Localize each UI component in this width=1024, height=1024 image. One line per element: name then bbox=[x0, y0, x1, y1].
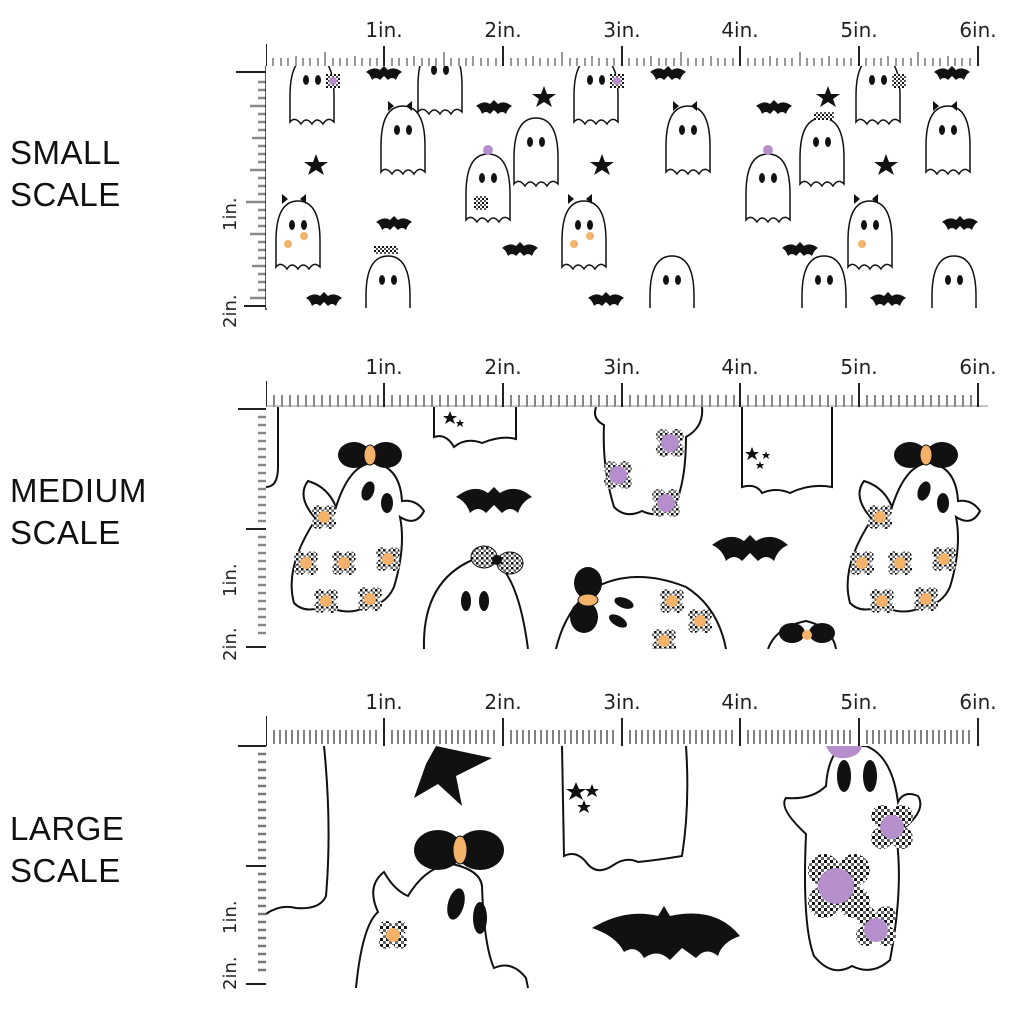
horizontal-ruler: 1in. 2in. 3in. 4in. 5in. 6in. bbox=[266, 18, 997, 66]
ghost-figure bbox=[290, 442, 426, 613]
ruler-ticks bbox=[266, 44, 979, 66]
ruler-label-5in: 5in. bbox=[840, 18, 878, 42]
ruler-label-4in: 4in. bbox=[721, 355, 759, 379]
flower-icon bbox=[808, 854, 870, 918]
ruler-label-5in: 5in. bbox=[840, 355, 878, 379]
bat-figure bbox=[712, 535, 788, 561]
ghost-pattern-large bbox=[266, 746, 922, 988]
ghost-figure bbox=[561, 746, 689, 872]
ruler-label-4in: 4in. bbox=[721, 690, 759, 714]
small-scale-panel: 1in. 2in. 3in. 4in. 5in. 6in. 1in. 2in. bbox=[220, 18, 997, 328]
ghost-figure bbox=[355, 830, 529, 988]
medium-scale-panel: 1in. 2in. 3in. 4in. 5in. 6in. 1in. 2in. bbox=[220, 355, 997, 661]
ruler-label-3in: 3in. bbox=[603, 690, 641, 714]
ruler-label-4in: 4in. bbox=[721, 18, 759, 42]
label-line-1: SMALL bbox=[10, 134, 121, 171]
label-line-1: LARGE bbox=[10, 810, 125, 847]
medium-scale-label: MEDIUM SCALE bbox=[10, 470, 147, 554]
horizontal-ruler: 1in. 2in. 3in. 4in. 5in. 6in. bbox=[266, 690, 997, 746]
ruler-label-6in: 6in. bbox=[959, 355, 997, 379]
vertical-ruler: 1in. 2in. bbox=[220, 744, 268, 990]
ghost-figure bbox=[741, 407, 833, 495]
ghost-figure bbox=[555, 567, 727, 649]
ruler-label-2in: 2in. bbox=[484, 355, 522, 379]
ghost-figure bbox=[266, 407, 279, 488]
ruler-label-5in: 5in. bbox=[840, 690, 878, 714]
label-line-2: SCALE bbox=[10, 852, 121, 889]
fabric-swatch-small bbox=[266, 66, 988, 308]
star-figure bbox=[304, 86, 898, 175]
ruler-label-2in: 2in. bbox=[484, 18, 522, 42]
ruler-label-6in: 6in. bbox=[959, 18, 997, 42]
large-scale-label: LARGE SCALE bbox=[10, 808, 124, 892]
ruler-label-1in: 1in. bbox=[365, 690, 403, 714]
fabric-swatch-medium bbox=[266, 407, 988, 649]
bow-icon bbox=[470, 545, 524, 575]
ruler-label-1in: 1in. bbox=[365, 18, 403, 42]
ruler-label-3in: 3in. bbox=[603, 355, 641, 379]
ruler-label-2in: 2in. bbox=[484, 690, 522, 714]
bow-icon bbox=[338, 442, 402, 468]
ruler-label-6in: 6in. bbox=[959, 690, 997, 714]
label-line-2: SCALE bbox=[10, 176, 121, 213]
ghost-figure bbox=[266, 746, 330, 915]
ruler-ticks bbox=[266, 381, 988, 407]
large-scale-panel: 1in. 2in. 3in. 4in. 5in. 6in. 1in. 2in. bbox=[220, 690, 997, 1000]
label-line-2: SCALE bbox=[10, 514, 121, 551]
bow-icon bbox=[570, 567, 602, 633]
vertical-ruler: 1in. 2in. bbox=[220, 66, 268, 328]
ghost-pattern-medium bbox=[266, 407, 982, 649]
bat-figure bbox=[592, 906, 740, 960]
ruler-label-3in: 3in. bbox=[603, 18, 641, 42]
ghost-figure bbox=[433, 407, 517, 449]
bow-icon bbox=[767, 619, 837, 649]
ghost-figure bbox=[783, 746, 922, 972]
ghost-figure bbox=[594, 407, 704, 517]
ghost-figure bbox=[422, 545, 529, 649]
horizontal-ruler: 1in. 2in. 3in. 4in. 5in. 6in. bbox=[266, 355, 997, 407]
ruler-ticks bbox=[266, 716, 979, 746]
small-scale-label: SMALL SCALE bbox=[10, 132, 121, 216]
flower-icon bbox=[379, 921, 407, 949]
vertical-ruler: 1in. 2in. bbox=[220, 407, 268, 661]
bow-icon bbox=[414, 830, 504, 870]
star-figure bbox=[414, 746, 492, 806]
bat-figure bbox=[456, 487, 532, 513]
ghost-pattern-small bbox=[275, 66, 978, 308]
ghost-figure bbox=[846, 442, 982, 613]
flower-icon bbox=[856, 906, 896, 946]
label-line-1: MEDIUM bbox=[10, 472, 147, 509]
ruler-label-1in: 1in. bbox=[365, 355, 403, 379]
ghost-figure bbox=[275, 66, 977, 308]
fabric-swatch-large bbox=[266, 746, 988, 988]
flower-icon bbox=[871, 805, 913, 849]
